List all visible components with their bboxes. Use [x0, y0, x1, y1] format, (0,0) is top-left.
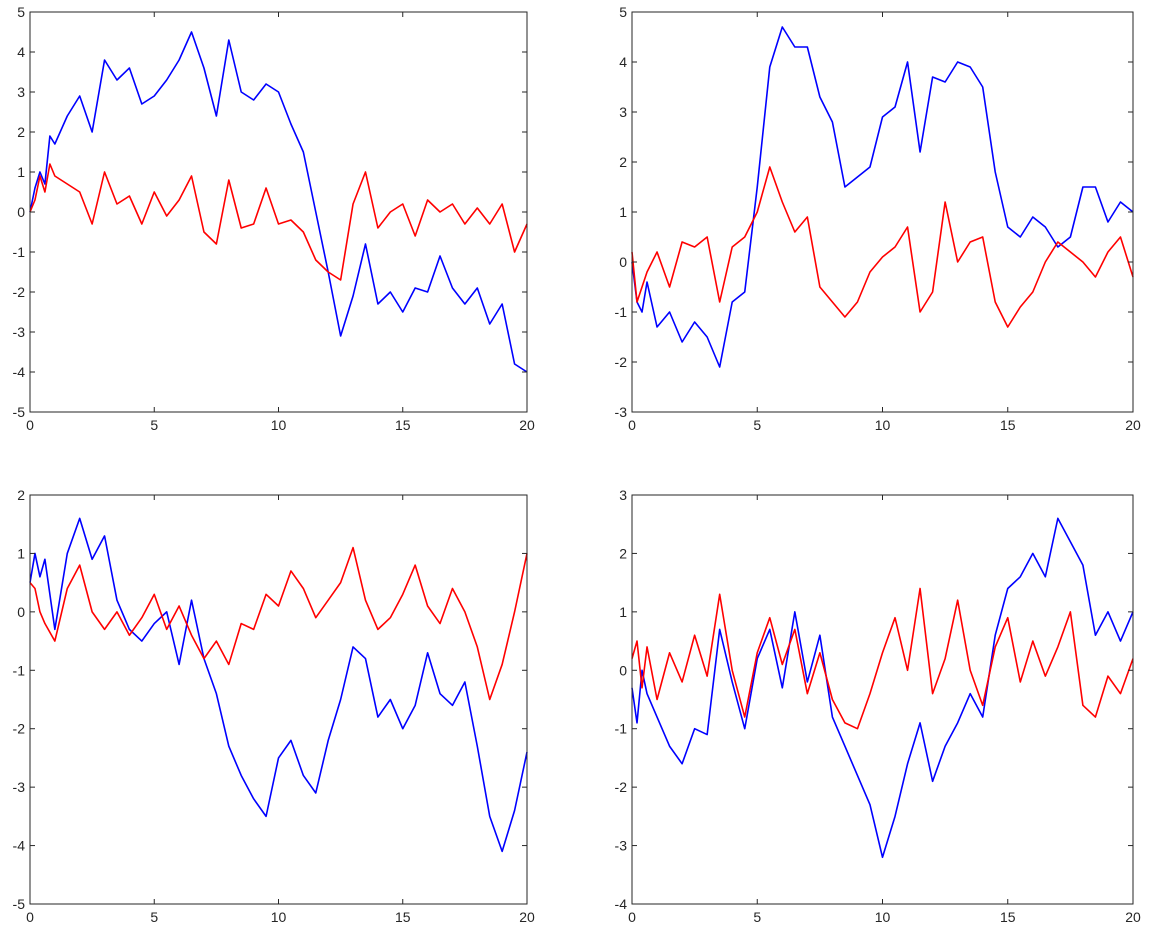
y-tick-label: -2 — [13, 284, 26, 300]
subplot-bottom-left: 0 5 10 15 20 -5 -4 -3 -2 -1 0 1 2 — [0, 485, 560, 936]
y-tick-label: 0 — [17, 604, 25, 620]
y-tick-label: 2 — [17, 487, 25, 503]
y-tick-label: -5 — [13, 404, 26, 420]
x-tick-label: 10 — [271, 417, 287, 433]
subplot-top-left: 0 5 10 15 20 -5 -4 -3 -2 -1 0 1 2 3 4 5 — [0, 0, 560, 450]
x-tick-label: 20 — [1125, 909, 1141, 925]
x-tick-label: 15 — [395, 417, 411, 433]
y-tick-label: -3 — [615, 838, 628, 854]
y-tick-label: 3 — [17, 84, 25, 100]
y-tick-label: 5 — [17, 4, 25, 20]
series-line-red-bottom-right — [631, 587, 1134, 730]
chart-top-left: 0 5 10 15 20 -5 -4 -3 -2 -1 0 1 2 3 4 5 — [13, 4, 535, 433]
x-tick-label: 0 — [628, 417, 636, 433]
subplot-top-right: 0 5 10 15 20 -3 -2 -1 0 1 2 3 4 5 — [575, 0, 1149, 450]
y-tick-label: -5 — [13, 896, 26, 912]
series-line-red-top-left — [29, 163, 528, 281]
series-line-red-bottom-left — [29, 546, 528, 701]
axes-box — [29, 494, 528, 905]
series-line-blue-top-left — [29, 31, 528, 373]
y-tick-label: -4 — [13, 838, 26, 854]
y-tick-label: 1 — [17, 164, 25, 180]
y-tick-label: -3 — [13, 779, 26, 795]
chart-bottom-right: 0 5 10 15 20 -4 -3 -2 -1 0 1 2 3 — [615, 487, 1141, 925]
y-tick-label: 5 — [619, 4, 627, 20]
x-tick-label: 5 — [753, 417, 761, 433]
y-tick-label: 2 — [619, 154, 627, 170]
y-tick-label: -3 — [615, 404, 628, 420]
x-tick-label: 10 — [875, 417, 891, 433]
y-tick-label: -2 — [13, 721, 26, 737]
y-tick-label: 2 — [17, 124, 25, 140]
subplot-bottom-right: 0 5 10 15 20 -4 -3 -2 -1 0 1 2 3 — [575, 485, 1149, 936]
axes-box — [631, 494, 1134, 905]
y-tick-label: 4 — [619, 54, 627, 70]
x-tick-label: 20 — [519, 417, 535, 433]
y-tick-label: 2 — [619, 545, 627, 561]
x-tick-label: 5 — [753, 909, 761, 925]
x-tick-label: 15 — [1000, 909, 1016, 925]
axes-box — [631, 11, 1134, 413]
x-tick-label: 0 — [628, 909, 636, 925]
x-tick-label: 20 — [519, 909, 535, 925]
series-line-blue-top-right — [631, 26, 1134, 368]
x-tick-label: 10 — [875, 909, 891, 925]
y-tick-label: -4 — [615, 896, 628, 912]
x-tick-label: 0 — [26, 909, 34, 925]
y-tick-label: 0 — [619, 662, 627, 678]
y-tick-label: -1 — [13, 662, 26, 678]
y-tick-label: -2 — [615, 354, 628, 370]
y-tick-label: 3 — [619, 104, 627, 120]
y-tick-label: 0 — [17, 204, 25, 220]
y-tick-label: -1 — [615, 304, 628, 320]
y-tick-label: -1 — [13, 244, 26, 260]
series-line-blue-bottom-right — [631, 517, 1134, 859]
y-tick-label: 0 — [619, 254, 627, 270]
x-tick-label: 5 — [150, 909, 158, 925]
x-tick-label: 20 — [1125, 417, 1141, 433]
x-tick-label: 0 — [26, 417, 34, 433]
y-tick-label: -3 — [13, 324, 26, 340]
y-tick-label: 3 — [619, 487, 627, 503]
y-tick-label: 1 — [17, 545, 25, 561]
chart-bottom-left: 0 5 10 15 20 -5 -4 -3 -2 -1 0 1 2 — [13, 487, 535, 925]
y-tick-label: -1 — [615, 721, 628, 737]
y-tick-label: 1 — [619, 604, 627, 620]
x-tick-label: 10 — [271, 909, 287, 925]
y-tick-label: 4 — [17, 44, 25, 60]
x-tick-label: 5 — [150, 417, 158, 433]
y-tick-label: -2 — [615, 779, 628, 795]
axes-box — [29, 11, 528, 413]
chart-top-right: 0 5 10 15 20 -3 -2 -1 0 1 2 3 4 5 — [615, 4, 1141, 433]
x-tick-label: 15 — [1000, 417, 1016, 433]
x-tick-label: 15 — [395, 909, 411, 925]
y-tick-label: 1 — [619, 204, 627, 220]
y-tick-label: -4 — [13, 364, 26, 380]
series-line-red-top-right — [631, 166, 1134, 328]
series-line-blue-bottom-left — [29, 517, 528, 853]
